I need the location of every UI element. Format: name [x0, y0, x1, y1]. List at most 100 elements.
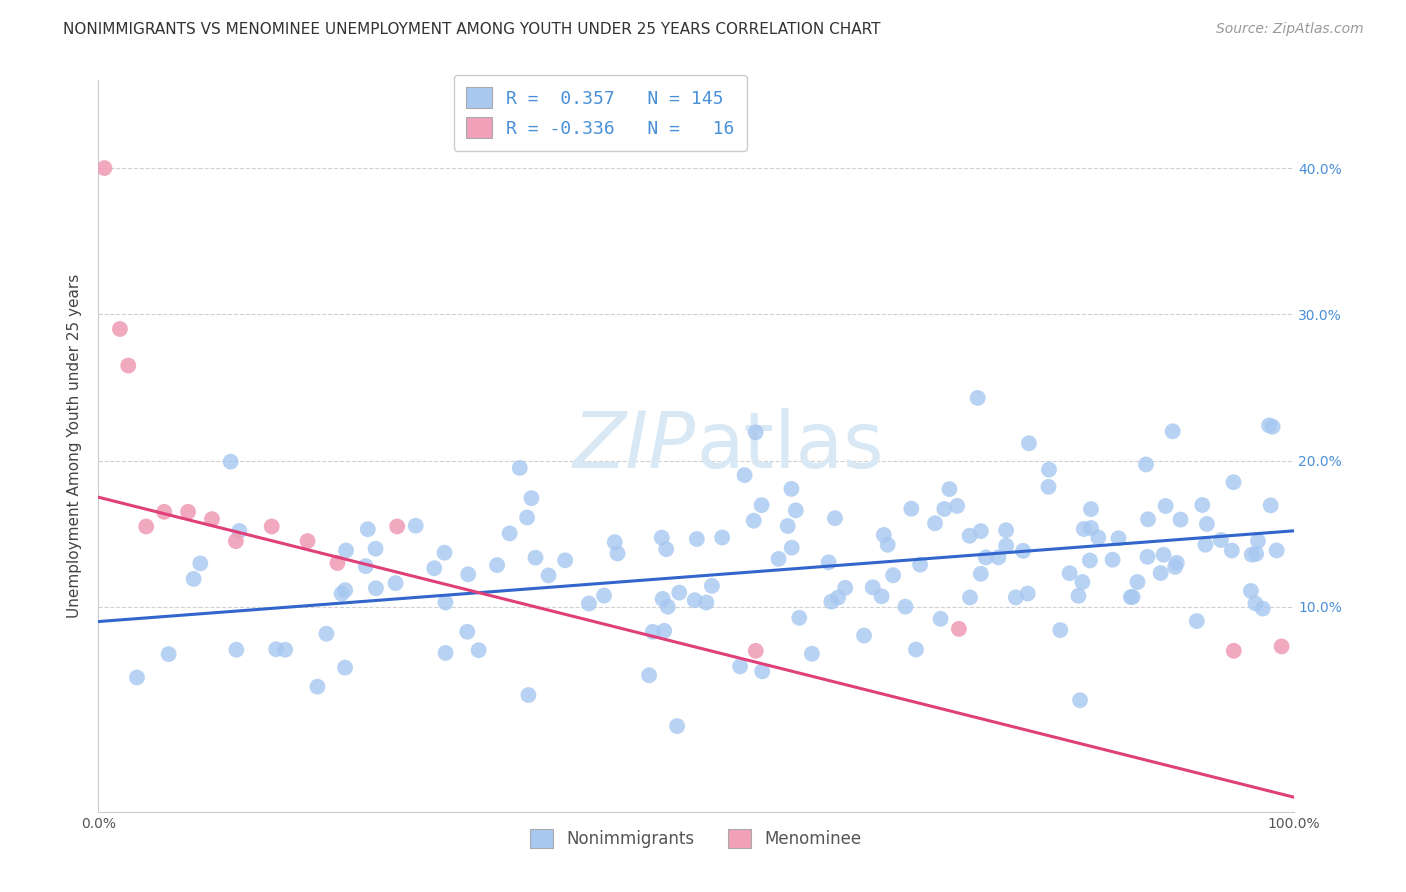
Point [157, 647, 180, 661]
Point [125, 671, 148, 685]
Point [651, 591, 673, 606]
Point [655, 542, 678, 557]
Point [423, 561, 446, 575]
Point [728, 659, 751, 673]
Point [93, 161, 115, 175]
Point [405, 518, 427, 533]
Point [700, 579, 723, 593]
Point [1059, 566, 1081, 581]
Point [742, 514, 765, 528]
Point [201, 512, 224, 526]
Point [686, 532, 709, 546]
Point [1240, 584, 1263, 599]
Point [1108, 531, 1130, 545]
Point [641, 624, 664, 639]
Point [1161, 425, 1184, 439]
Point [1049, 623, 1071, 637]
Point [153, 505, 176, 519]
Point [315, 626, 337, 640]
Point [683, 593, 706, 607]
Point [1018, 436, 1040, 450]
Point [800, 647, 823, 661]
Point [517, 688, 540, 702]
Point [384, 576, 406, 591]
Point [335, 543, 357, 558]
Point [509, 461, 531, 475]
Point [873, 528, 896, 542]
Point [1017, 586, 1039, 600]
Point [108, 322, 131, 336]
Point [1154, 499, 1177, 513]
Point [1119, 590, 1142, 604]
Point [498, 526, 520, 541]
Point [745, 644, 768, 658]
Point [974, 550, 997, 565]
Point [1185, 614, 1208, 628]
Point [651, 531, 673, 545]
Point [177, 505, 200, 519]
Point [929, 612, 952, 626]
Point [1067, 589, 1090, 603]
Point [970, 524, 993, 538]
Point [117, 359, 139, 373]
Point [1126, 574, 1149, 589]
Point [1258, 418, 1281, 433]
Point [1136, 549, 1159, 564]
Point [1080, 502, 1102, 516]
Point [1220, 543, 1243, 558]
Point [995, 523, 1018, 537]
Point [959, 529, 981, 543]
Point [333, 583, 356, 598]
Point [657, 599, 679, 614]
Point [924, 516, 946, 531]
Point [824, 511, 846, 525]
Point [333, 660, 356, 674]
Point [711, 531, 734, 545]
Point [1260, 499, 1282, 513]
Point [751, 665, 773, 679]
Point [364, 581, 387, 595]
Point [1153, 548, 1175, 562]
Point [1004, 591, 1026, 605]
Point [357, 522, 380, 536]
Point [1122, 590, 1144, 604]
Point [578, 597, 600, 611]
Point [1251, 601, 1274, 615]
Point [183, 572, 205, 586]
Text: NONIMMIGRANTS VS MENOMINEE UNEMPLOYMENT AMONG YOUTH UNDER 25 YEARS CORRELATION C: NONIMMIGRANTS VS MENOMINEE UNEMPLOYMENT … [63, 22, 880, 37]
Point [1101, 552, 1123, 566]
Point [882, 568, 904, 582]
Point [354, 559, 377, 574]
Legend: Nonimmigrants, Menominee: Nonimmigrants, Menominee [523, 822, 869, 855]
Point [934, 502, 956, 516]
Point [1164, 560, 1187, 574]
Point [188, 557, 211, 571]
Point [1087, 531, 1109, 545]
Point [1012, 544, 1035, 558]
Point [870, 589, 893, 603]
Point [966, 391, 988, 405]
Text: Source: ZipAtlas.com: Source: ZipAtlas.com [1216, 22, 1364, 37]
Point [326, 556, 349, 570]
Point [876, 538, 898, 552]
Point [1135, 458, 1157, 472]
Point [970, 566, 993, 581]
Point [946, 499, 969, 513]
Point [827, 591, 849, 605]
Point [666, 719, 689, 733]
Point [1222, 475, 1244, 490]
Point [785, 503, 807, 517]
Point [768, 552, 790, 566]
Point [959, 591, 981, 605]
Point [908, 558, 931, 572]
Point [817, 555, 839, 569]
Point [467, 643, 489, 657]
Point [853, 628, 876, 642]
Point [1271, 640, 1294, 654]
Point [744, 425, 766, 440]
Point [948, 622, 970, 636]
Point [776, 519, 799, 533]
Text: ZIP: ZIP [574, 408, 696, 484]
Point [1038, 480, 1060, 494]
Point [1150, 566, 1173, 580]
